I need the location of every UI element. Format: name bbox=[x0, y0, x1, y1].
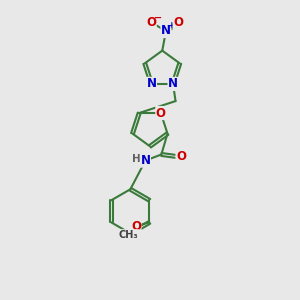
Text: N: N bbox=[161, 25, 171, 38]
Text: N: N bbox=[168, 77, 178, 90]
Text: CH₃: CH₃ bbox=[119, 230, 139, 240]
Text: O: O bbox=[131, 220, 141, 232]
Text: H: H bbox=[132, 154, 141, 164]
Text: N: N bbox=[146, 77, 157, 90]
Text: O: O bbox=[146, 16, 156, 29]
Text: O: O bbox=[156, 106, 166, 119]
Text: −: − bbox=[154, 13, 162, 23]
Text: N: N bbox=[140, 154, 150, 167]
Text: +: + bbox=[167, 21, 175, 30]
Text: O: O bbox=[173, 16, 183, 29]
Text: O: O bbox=[176, 150, 186, 164]
